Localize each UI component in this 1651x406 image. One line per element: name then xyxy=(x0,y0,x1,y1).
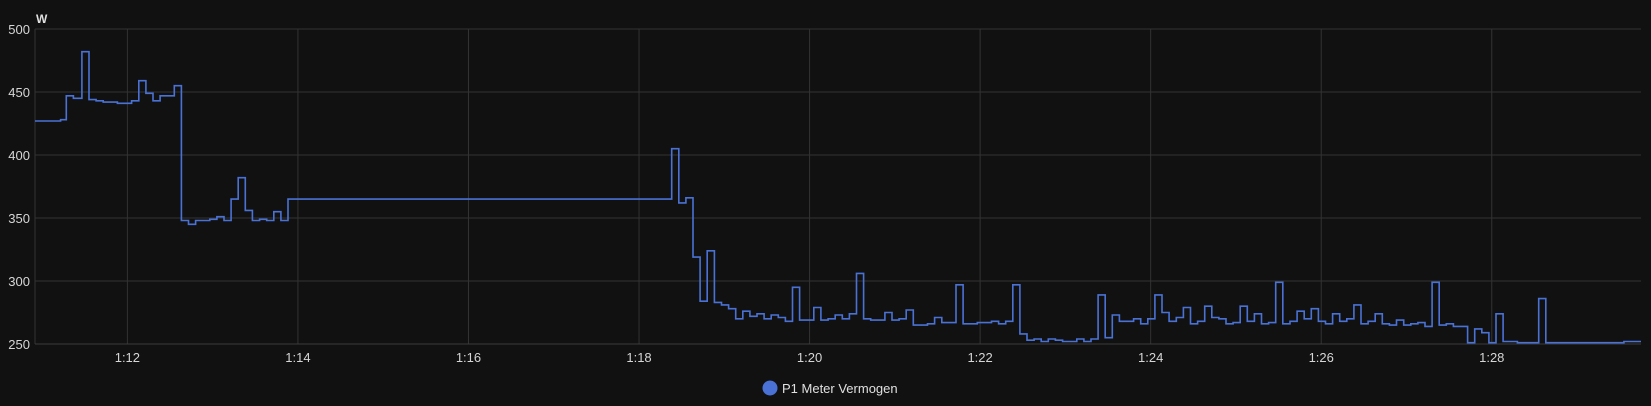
y-tick-label: 250 xyxy=(8,337,30,352)
x-tick-label: 1:12 xyxy=(115,350,140,365)
y-tick-label: 400 xyxy=(8,148,30,163)
x-tick-label: 1:18 xyxy=(626,350,651,365)
y-tick-label: 300 xyxy=(8,274,30,289)
axis-layer: 250 300 350 400 450 500 1:12 1:14 1:16 1:18 1:20 1:… xyxy=(8,22,1504,365)
x-tick-label: 1:24 xyxy=(1138,350,1163,365)
grid-layer xyxy=(34,28,1641,345)
x-tick-label: 1:22 xyxy=(967,350,992,365)
x-tick-label: 1:16 xyxy=(456,350,481,365)
x-tick-label: 1:28 xyxy=(1479,350,1504,365)
y-axis-unit-label: W xyxy=(36,12,48,26)
y-tick-label: 500 xyxy=(8,22,30,37)
series-layer xyxy=(35,50,1641,344)
x-tick-label: 1:14 xyxy=(285,350,310,365)
legend-item-p1-meter-vermogen[interactable]: P1 Meter Vermogen xyxy=(782,381,898,396)
legend-swatch-icon[interactable] xyxy=(762,380,778,396)
legend[interactable]: P1 Meter Vermogen xyxy=(762,380,898,397)
series-line-p1-meter-vermogen[interactable] xyxy=(35,50,1641,344)
y-tick-label: 450 xyxy=(8,85,30,100)
x-tick-label: 1:20 xyxy=(797,350,822,365)
x-tick-label: 1:26 xyxy=(1309,350,1334,365)
y-tick-label: 350 xyxy=(8,211,30,226)
